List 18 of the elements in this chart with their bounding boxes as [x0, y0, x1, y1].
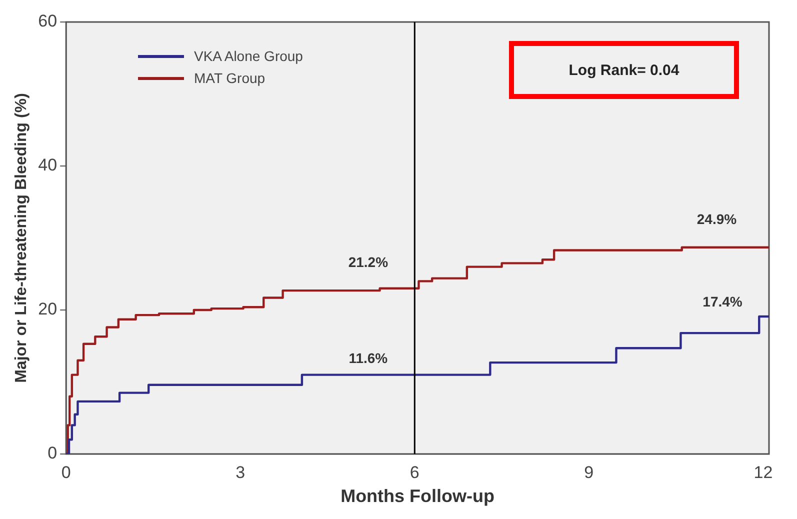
annotation: 24.9% — [696, 210, 738, 227]
x-tick-label: 3 — [236, 462, 246, 482]
legend-label: MAT Group — [194, 70, 266, 86]
y-tick-label: 40 — [38, 156, 58, 175]
y-tick-label: 60 — [38, 12, 58, 31]
annotation: Log Rank= 0.04 — [568, 62, 680, 78]
x-tick-label: 12 — [754, 462, 773, 482]
x-axis-title: Months Follow-up — [340, 486, 495, 506]
x-tick-label: 0 — [61, 462, 71, 482]
y-axis-title: Major or Life-threatening Bleeding (%) — [13, 93, 30, 383]
x-tick-label: 9 — [584, 462, 594, 482]
x-tick-label: 6 — [410, 462, 420, 482]
y-tick-label: 0 — [48, 444, 58, 463]
annotation: 11.6% — [348, 350, 388, 366]
annotation: 17.4% — [702, 294, 743, 310]
y-tick-label: 20 — [38, 300, 58, 319]
legend-label: VKA Alone Group — [194, 48, 303, 64]
annotation: 21.2% — [348, 254, 389, 270]
